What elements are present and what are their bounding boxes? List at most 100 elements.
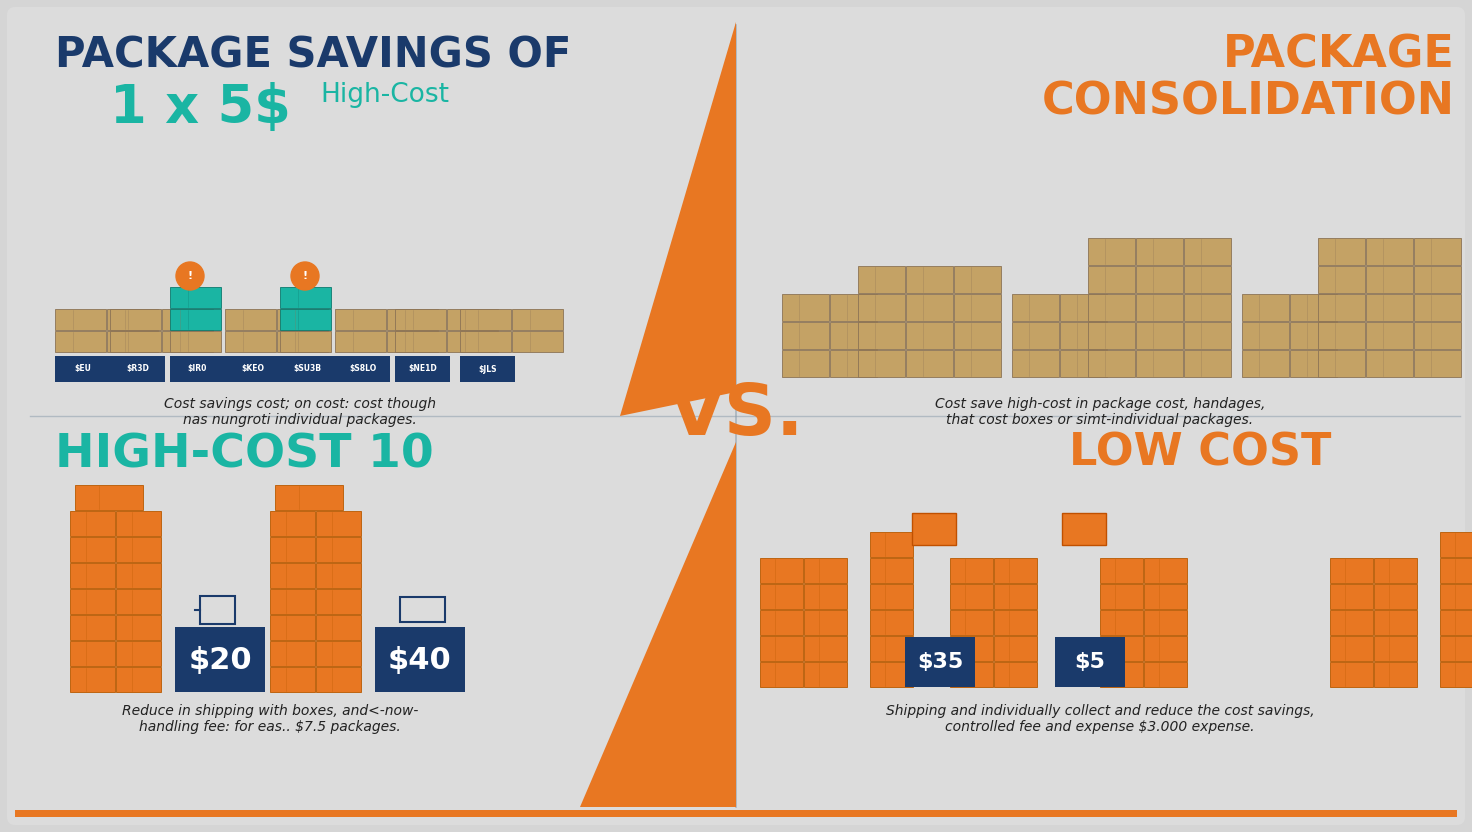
Bar [394,356,450,382]
Polygon shape [580,442,736,807]
Text: VS.: VS. [668,382,804,450]
Text: PACKAGE
CONSOLIDATION: PACKAGE CONSOLIDATION [1042,34,1454,123]
Bar [1144,558,1186,583]
Bar [1100,636,1142,661]
Bar [459,356,515,382]
Bar [1242,322,1289,349]
Bar [1331,662,1373,687]
Circle shape [291,262,319,290]
Bar [870,584,913,609]
Bar [870,662,913,687]
Polygon shape [620,22,736,416]
Bar [1366,322,1413,349]
Bar [1317,266,1365,293]
Text: LOW COST: LOW COST [1069,432,1331,475]
Bar [1317,350,1365,377]
Bar [1440,558,1472,583]
Bar [905,266,952,293]
Bar [1060,294,1107,321]
Bar [1415,350,1462,377]
Bar [336,356,390,382]
Bar [336,309,386,330]
Text: !: ! [187,271,193,281]
Bar [316,615,361,640]
Bar [1144,584,1186,609]
Text: 1 x 5$: 1 x 5$ [110,82,291,134]
Bar [804,558,846,583]
Bar [994,636,1036,661]
Text: $NE1D: $NE1D [408,364,437,374]
Bar [387,309,439,330]
Bar [316,667,361,692]
Text: $5: $5 [1075,652,1105,672]
Bar [870,532,913,557]
Text: $R3D: $R3D [127,364,149,374]
Bar [71,563,115,588]
Bar [994,662,1036,687]
Bar [1440,584,1472,609]
Bar [71,589,115,614]
Text: PACKAGE SAVINGS OF: PACKAGE SAVINGS OF [54,34,571,76]
Bar [1100,584,1142,609]
Bar [1317,322,1365,349]
Bar [1144,662,1186,687]
Bar [760,558,804,583]
Bar [107,331,158,352]
Bar [116,641,160,666]
Bar [225,356,280,382]
Bar [954,322,1001,349]
Bar [830,350,877,377]
Bar [1144,610,1186,635]
Bar [1373,662,1418,687]
Bar [116,511,160,536]
Bar [1440,610,1472,635]
Bar [870,610,913,635]
Bar [316,537,361,562]
Bar [225,331,277,352]
Bar [1373,610,1418,635]
Bar [280,287,331,308]
FancyBboxPatch shape [7,7,1465,825]
Text: $SU3B: $SU3B [293,364,321,374]
Bar [1088,350,1135,377]
Bar [400,597,445,622]
Bar [1242,350,1289,377]
Bar [1183,294,1231,321]
Text: Cost save high-cost in package cost, handages,
that cost boxes or simt-individua: Cost save high-cost in package cost, han… [935,397,1266,427]
Text: High-Cost: High-Cost [319,82,449,108]
Bar [269,511,315,536]
Bar [949,558,994,583]
Bar [1055,637,1125,687]
Bar [994,558,1036,583]
Bar [1136,350,1183,377]
Bar [804,584,846,609]
Text: $EU: $EU [74,364,91,374]
Bar [54,356,110,382]
Bar [830,294,877,321]
Text: $20: $20 [188,646,252,675]
Bar [275,485,343,510]
Bar [1144,636,1186,661]
Text: Shipping and individually collect and reduce the cost savings,
controlled fee an: Shipping and individually collect and re… [886,704,1314,734]
Bar [375,627,465,692]
Bar [1013,350,1058,377]
Text: $IR0: $IR0 [188,364,208,374]
Bar [336,331,386,352]
Bar [225,309,277,330]
Bar [1415,238,1462,265]
Bar [994,584,1036,609]
Text: $JLS: $JLS [478,364,496,374]
Bar [1366,266,1413,293]
Bar [870,558,913,583]
Bar [110,331,160,352]
Bar [116,615,160,640]
Circle shape [177,262,205,290]
Bar [54,331,106,352]
Bar [1100,558,1142,583]
Bar [1183,238,1231,265]
Bar [116,563,160,588]
Bar [1242,294,1289,321]
Bar [277,331,328,352]
Bar [870,636,913,661]
Bar [858,350,905,377]
